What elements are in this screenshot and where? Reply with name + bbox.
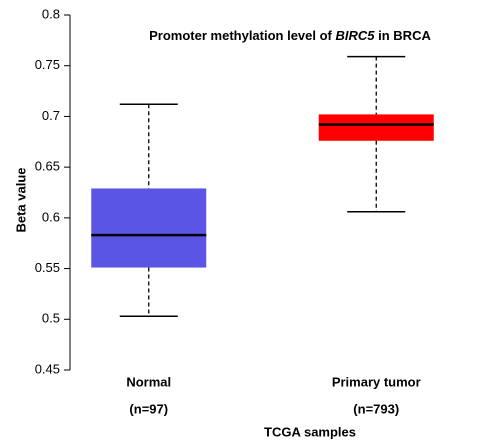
sample-size: (n=97) bbox=[129, 401, 168, 416]
title-part: in BRCA bbox=[375, 28, 432, 43]
box bbox=[91, 188, 207, 268]
x-axis-title: TCGA samples bbox=[264, 424, 356, 439]
title-part: Promoter methylation level of bbox=[149, 28, 335, 43]
x-tick-label: Primary tumor bbox=[332, 374, 421, 389]
y-tick-label: 0.55 bbox=[35, 260, 60, 275]
y-tick-label: 0.75 bbox=[35, 57, 60, 72]
y-tick-label: 0.45 bbox=[35, 361, 60, 376]
title-part: BIRC5 bbox=[336, 28, 376, 43]
y-tick-label: 0.65 bbox=[35, 159, 60, 174]
y-tick-label: 0.5 bbox=[42, 311, 60, 326]
y-tick-label: 0.8 bbox=[42, 6, 60, 21]
chart-title: Promoter methylation level of BIRC5 in B… bbox=[149, 28, 431, 43]
box bbox=[318, 114, 434, 141]
y-axis-title: Beta value bbox=[13, 167, 28, 232]
y-tick-label: 0.6 bbox=[42, 209, 60, 224]
sample-size: (n=793) bbox=[353, 401, 399, 416]
x-tick-label: Normal bbox=[126, 374, 171, 389]
y-tick-label: 0.7 bbox=[42, 108, 60, 123]
